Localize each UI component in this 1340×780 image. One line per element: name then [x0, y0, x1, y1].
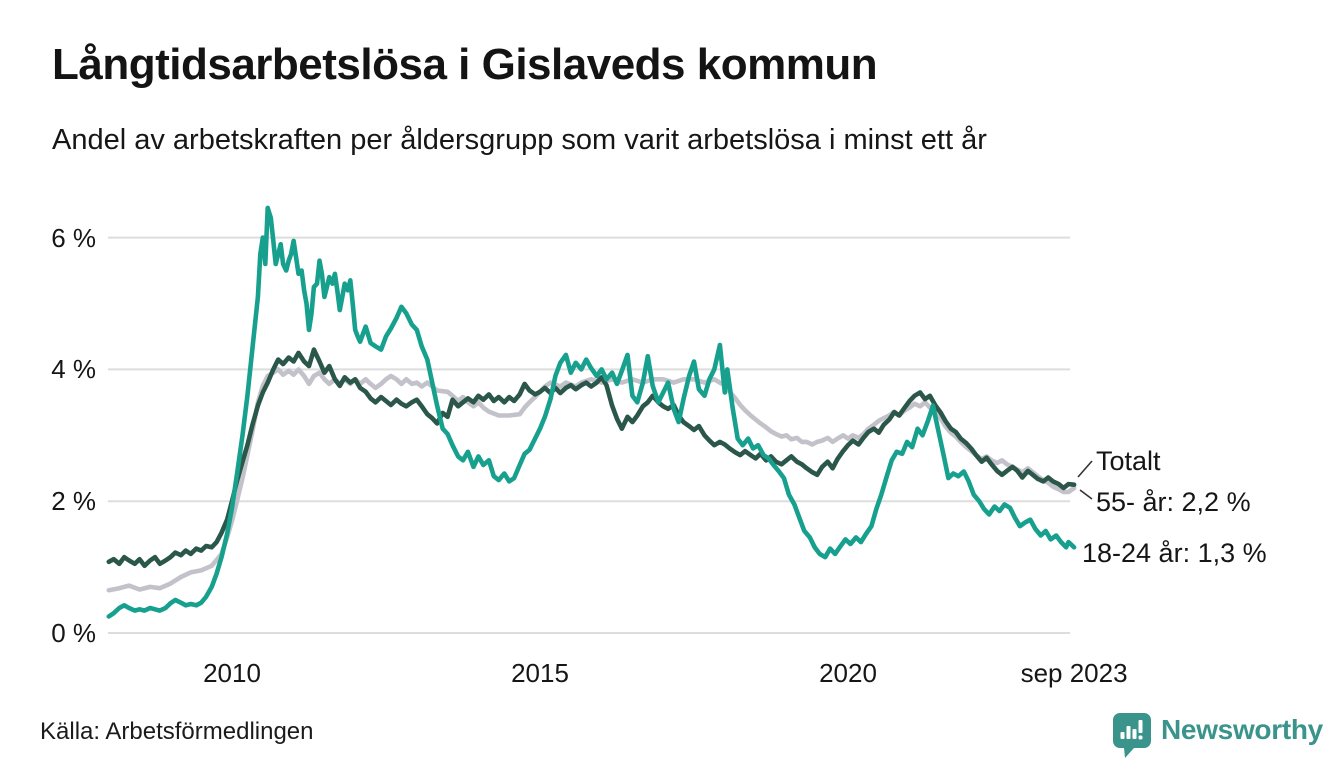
brand-name: Newsworthy: [1161, 714, 1323, 745]
x-tick-label-2020: 2020: [819, 658, 877, 688]
annotation-1824: 18-24 år: 1,3 %: [1082, 538, 1267, 568]
y-tick-label-0: 0 %: [51, 618, 96, 648]
y-tick-label-4: 4 %: [51, 354, 96, 385]
series-line-1824: [106, 205, 1077, 619]
y-tick-label-2: 2 %: [51, 486, 96, 517]
chart-subtitle: Andel av arbetskraften per åldersgrupp s…: [52, 124, 987, 156]
annotation-55: 55- år: 2,2 %: [1096, 487, 1251, 517]
y-tick-label-6: 6 %: [51, 222, 96, 253]
x-tick-label-2015: 2015: [511, 658, 569, 688]
chart-title: Långtidsarbetslösa i Gislaveds kommun: [52, 40, 878, 89]
annotation-totalt: Totalt: [1096, 446, 1161, 476]
series-line-55: [106, 367, 1077, 593]
annotation-leader-line: [1079, 489, 1093, 500]
x-tick-label-2010: 2010: [203, 658, 261, 688]
series-line-totalt: [106, 347, 1077, 569]
source-note: Källa: Arbetsförmedlingen: [40, 718, 314, 745]
brand-lockup: Newsworthy: [1112, 710, 1323, 760]
x-tick-label-sep-2023: sep 2023: [1020, 658, 1128, 688]
annotation-leader-line: [1077, 460, 1093, 478]
newsworthy-logo-icon: [1113, 713, 1151, 758]
